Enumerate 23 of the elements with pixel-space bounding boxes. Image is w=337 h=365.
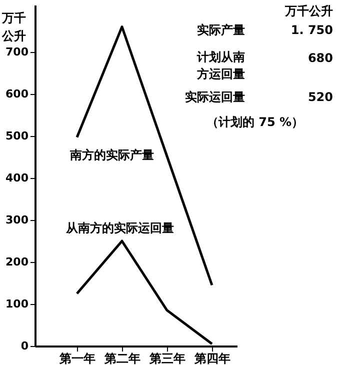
x-tick-label: 第四年 [193,352,230,365]
text: 1. 750 [290,23,333,37]
y-tick-label: 500 [6,130,29,143]
text: 万千公升 [284,4,333,18]
y-tick-label: 700 [6,46,29,59]
y-tick-label: 600 [6,88,29,101]
y-tick-label: 100 [6,298,29,311]
annotation: 计划从南方运回量 [196,50,245,81]
x-tick-label: 第三年 [148,352,186,365]
annotation: 实际运回量 [185,90,245,104]
series-label: 从南方的实际运回量 [65,221,174,235]
x-tick-label: 第一年 [58,352,96,365]
text: 520 [308,90,333,104]
text: 680 [308,51,333,65]
x-tick-label: 第二年 [103,352,140,365]
annotation: 实际产量 [197,23,245,37]
y-tick-label: 0 [20,340,29,352]
annotation: （计划的 75 %） [206,115,304,129]
series-label: 南方的实际产量 [69,148,154,162]
y-tick-label: 300 [6,214,29,227]
y-tick-label: 200 [6,256,29,269]
y-tick-label: 400 [6,172,29,185]
y-axis-title: 万千公升 [1,11,26,43]
